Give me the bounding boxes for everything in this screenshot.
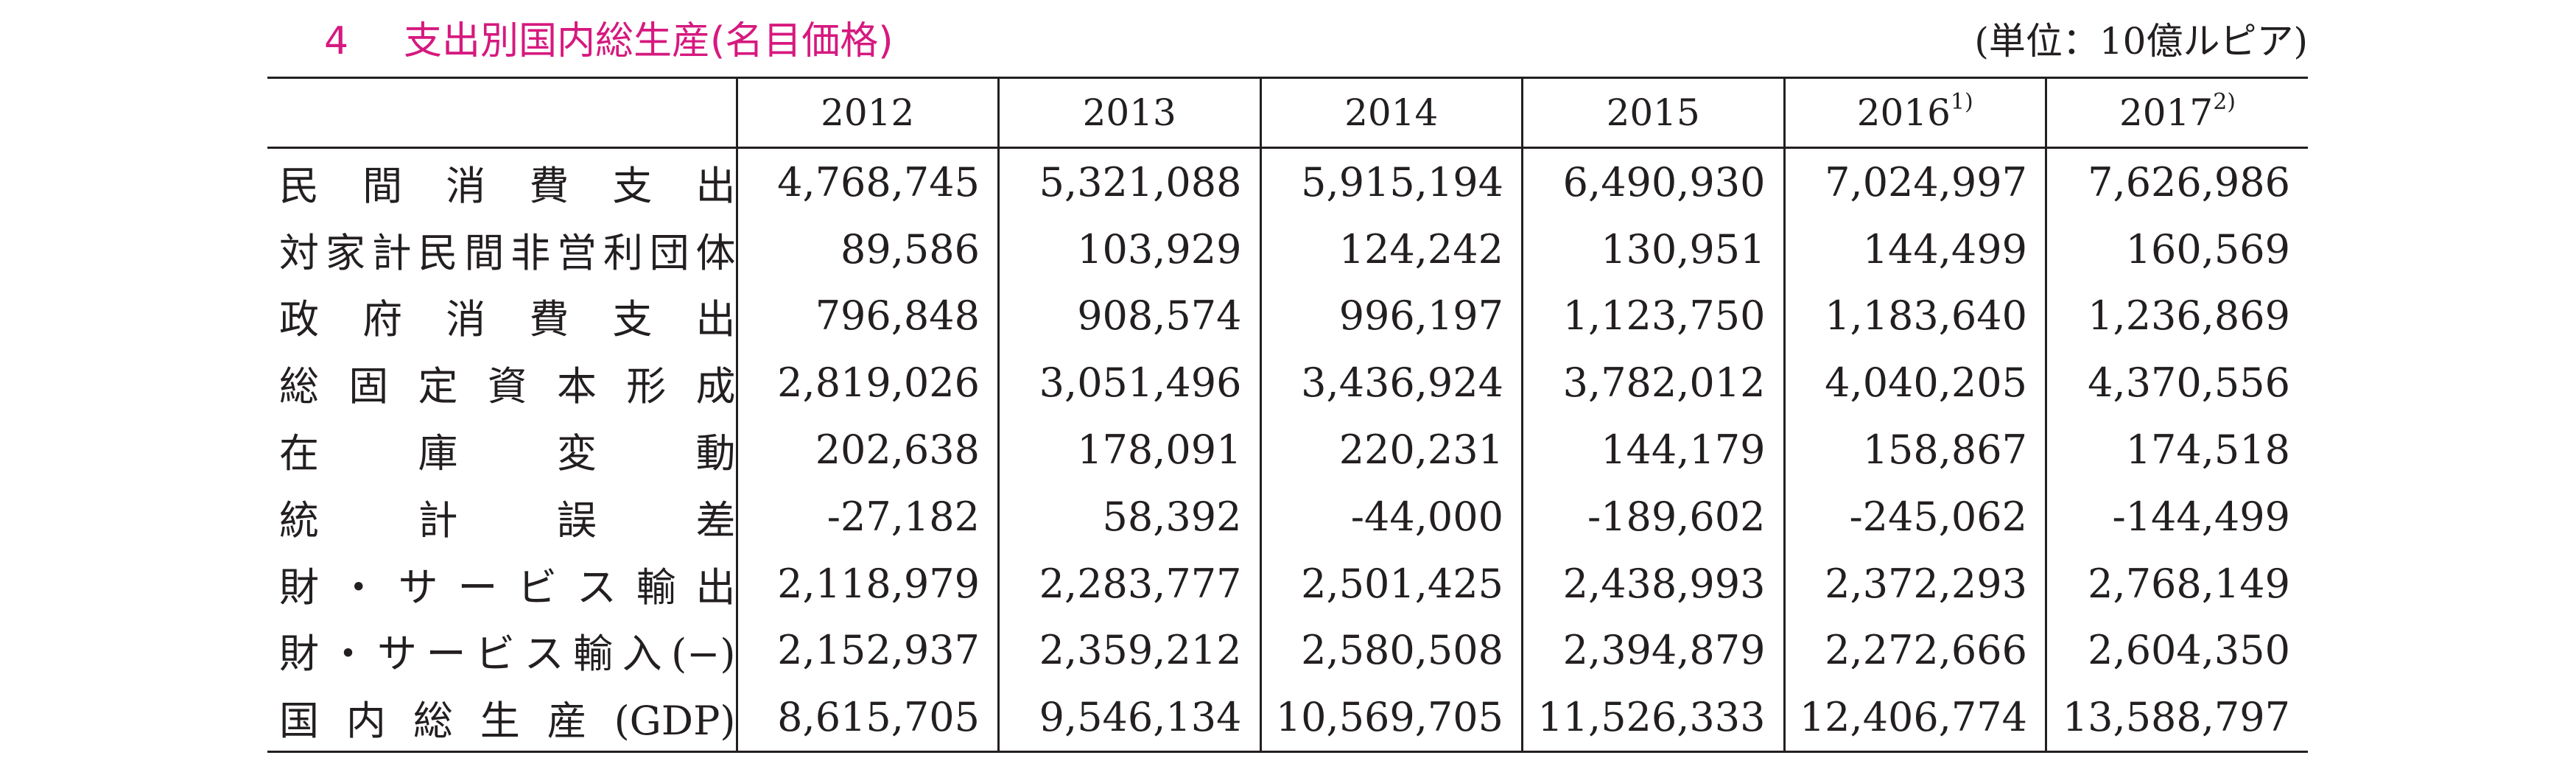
value-cell: 11,526,333 <box>1521 684 1784 754</box>
value-cell: 2,501,425 <box>1259 550 1523 617</box>
year-label: 2017 <box>2119 91 2214 134</box>
year-header: 20172) <box>2045 77 2308 149</box>
row-label: 統計誤差 <box>279 496 736 544</box>
value-cell: 58,392 <box>997 482 1260 550</box>
value-cell: 2,118,979 <box>735 550 999 617</box>
year-label: 2012 <box>821 91 915 134</box>
value-cell: 202,638 <box>735 416 999 483</box>
row-label: 政府消費支出 <box>279 296 736 343</box>
value-cell: 89,586 <box>735 215 999 283</box>
title-row: 4 支出別国内総生産(名目価格) (単位：10億ルピア) <box>308 6 2308 74</box>
year-note: 1) <box>1950 89 1973 115</box>
value-cell: 5,915,194 <box>1259 147 1523 216</box>
row-label: 在庫変動 <box>279 430 736 477</box>
table-row: 民間消費支出 4,768,745 5,321,088 5,915,194 6,490,9… <box>267 147 2308 216</box>
value-cell: 6,490,930 <box>1521 147 1784 216</box>
year-header: 2012 <box>735 77 999 149</box>
row-label: 対家計民間非営利団体 <box>279 229 736 276</box>
value-cell: 4,370,556 <box>2045 349 2308 417</box>
table-title: 支出別国内総生産(名目価格) <box>404 19 894 63</box>
year-note: 2) <box>2213 89 2236 115</box>
value-cell: 996,197 <box>1259 282 1523 350</box>
value-cell: 2,394,879 <box>1521 617 1784 684</box>
value-cell: -245,062 <box>1783 482 2046 550</box>
value-cell: 1,183,640 <box>1783 282 2046 350</box>
value-cell: 13,588,797 <box>2045 684 2308 754</box>
unit-note: (単位：10億ルピア) <box>1974 20 2308 63</box>
value-cell: 130,951 <box>1521 215 1784 283</box>
table-row: 財・サービス輸出 2,118,979 2,283,777 2,501,425 2,438… <box>267 550 2308 617</box>
value-cell: 908,574 <box>997 282 1260 350</box>
row-label: 民間消費支出 <box>279 162 736 209</box>
value-cell: 2,372,293 <box>1783 550 2046 617</box>
value-cell: 2,819,026 <box>735 349 999 417</box>
value-cell: 1,123,750 <box>1521 282 1784 350</box>
value-cell: 4,768,745 <box>735 147 999 216</box>
value-cell: 174,518 <box>2045 416 2308 483</box>
year-label: 2015 <box>1606 91 1700 134</box>
header-blank-cell <box>267 77 737 149</box>
table-row: 在庫変動 202,638 178,091 220,231 144,179 158,867 1… <box>267 416 2308 483</box>
row-label: 総固定資本形成 <box>279 363 736 410</box>
value-cell: 3,782,012 <box>1521 349 1784 417</box>
value-cell: 7,626,986 <box>2045 147 2308 216</box>
year-header: 20161) <box>1783 77 2046 149</box>
value-cell: 7,024,997 <box>1783 147 2046 216</box>
value-cell: 796,848 <box>735 282 999 350</box>
value-cell: -144,499 <box>2045 482 2308 550</box>
value-cell: 160,569 <box>2045 215 2308 283</box>
value-cell: 12,406,774 <box>1783 684 2046 754</box>
table-row: 政府消費支出 796,848 908,574 996,197 1,123,750 1,18… <box>267 282 2308 350</box>
table-number: 4 <box>324 19 349 63</box>
value-cell: 3,051,496 <box>997 349 1260 417</box>
value-cell: 144,179 <box>1521 416 1784 483</box>
value-cell: 3,436,924 <box>1259 349 1523 417</box>
table-row: 総固定資本形成 2,819,026 3,051,496 3,436,924 3,782,… <box>267 349 2308 417</box>
year-label: 2014 <box>1344 91 1439 134</box>
table-row: 統計誤差 -27,182 58,392 -44,000 -189,602 -245,062… <box>267 482 2308 550</box>
value-cell: 158,867 <box>1783 416 2046 483</box>
value-cell: 5,321,088 <box>997 147 1260 216</box>
value-cell: 2,580,508 <box>1259 617 1523 684</box>
year-header: 2015 <box>1521 77 1784 149</box>
value-cell: 4,040,205 <box>1783 349 2046 417</box>
value-cell: 2,438,993 <box>1521 550 1784 617</box>
value-cell: 178,091 <box>997 416 1260 483</box>
value-cell: 2,359,212 <box>997 617 1260 684</box>
value-cell: 8,615,705 <box>735 684 999 754</box>
year-label: 2013 <box>1082 91 1176 134</box>
year-header: 2014 <box>1259 77 1523 149</box>
value-cell: 2,272,666 <box>1783 617 2046 684</box>
header-row: 2012 2013 2014 2015 20161) 20172) <box>267 77 2308 149</box>
value-cell: -27,182 <box>735 482 999 550</box>
table-row: 対家計民間非営利団体 89,586 103,929 124,242 130,951 144… <box>267 215 2308 283</box>
row-label: 財・サービス輸出 <box>279 564 736 611</box>
value-cell: -189,602 <box>1521 482 1784 550</box>
value-cell: 2,283,777 <box>997 550 1260 617</box>
value-cell: -44,000 <box>1259 482 1523 550</box>
year-label: 2016 <box>1856 91 1951 134</box>
gdp-table: 2012 2013 2014 2015 20161) 20172) 民間消費支出… <box>267 77 2308 754</box>
table-row: 財・サービス輸入(−) 2,152,937 2,359,212 2,580,508 2,… <box>267 617 2308 684</box>
value-cell: 9,546,134 <box>997 684 1260 754</box>
value-cell: 2,604,350 <box>2045 617 2308 684</box>
row-label: 財・サービス輸入(−) <box>279 631 736 678</box>
value-cell: 144,499 <box>1783 215 2046 283</box>
value-cell: 124,242 <box>1259 215 1523 283</box>
value-cell: 2,152,937 <box>735 617 999 684</box>
value-cell: 103,929 <box>997 215 1260 283</box>
row-label: 国内総生産(GDP) <box>267 684 737 754</box>
table-row: 国内総生産(GDP) 8,615,705 9,546,134 10,569,705 11… <box>267 684 2308 754</box>
value-cell: 2,768,149 <box>2045 550 2308 617</box>
value-cell: 1,236,869 <box>2045 282 2308 350</box>
value-cell: 10,569,705 <box>1259 684 1523 754</box>
value-cell: 220,231 <box>1259 416 1523 483</box>
year-header: 2013 <box>997 77 1260 149</box>
